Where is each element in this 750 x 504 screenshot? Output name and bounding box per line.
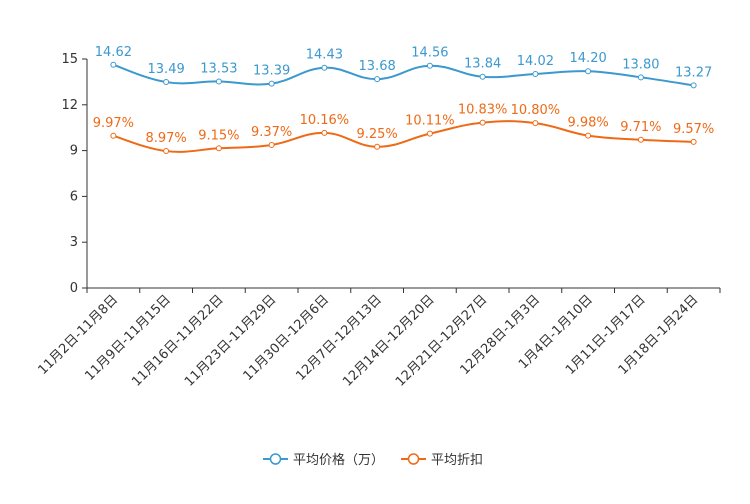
price-point bbox=[110, 61, 117, 68]
price-point bbox=[215, 78, 222, 85]
price-point bbox=[479, 73, 486, 80]
y-tick-label: 3 bbox=[70, 235, 78, 250]
x-tick-label: 11月23日-11月29日 bbox=[182, 292, 279, 389]
price-point bbox=[163, 79, 170, 86]
legend-marker-icon bbox=[269, 453, 282, 465]
discount-point bbox=[163, 148, 170, 155]
discount-data-label: 10.16% bbox=[300, 113, 350, 128]
price-data-label: 14.62 bbox=[95, 45, 132, 60]
y-tick-label: 15 bbox=[61, 52, 78, 67]
price-legend-item: 平均价格（万） bbox=[263, 452, 384, 468]
discount-point bbox=[532, 120, 539, 127]
discount-point bbox=[374, 143, 381, 150]
price-series-line bbox=[113, 63, 694, 87]
price-data-label: 13.84 bbox=[464, 57, 501, 72]
discount-data-label: 9.71% bbox=[620, 120, 661, 135]
discount-point bbox=[479, 119, 486, 126]
discount-point bbox=[637, 136, 644, 143]
y-tick-label: 0 bbox=[70, 281, 78, 296]
discount-point bbox=[215, 145, 222, 152]
y-tick-label: 6 bbox=[70, 189, 78, 204]
discount-point bbox=[268, 141, 275, 148]
price-data-label: 13.53 bbox=[200, 61, 237, 76]
discount-point bbox=[321, 129, 328, 136]
discount-series-line bbox=[113, 120, 694, 153]
legend-label: 平均价格（万） bbox=[293, 452, 384, 468]
price-data-label: 14.20 bbox=[570, 51, 607, 66]
y-tick-label: 9 bbox=[70, 144, 78, 159]
price-point bbox=[268, 80, 275, 87]
discount-data-label: 9.25% bbox=[356, 127, 397, 142]
price-data-label: 13.39 bbox=[253, 64, 290, 79]
price-point bbox=[374, 76, 381, 83]
discount-point bbox=[110, 132, 117, 139]
price-data-label: 13.80 bbox=[622, 57, 659, 72]
discount-data-label: 9.57% bbox=[673, 122, 714, 137]
x-tick-label: 12月21日-12月27日 bbox=[393, 292, 490, 389]
discount-data-label: 9.98% bbox=[567, 116, 608, 131]
price-point bbox=[585, 68, 592, 75]
price-point bbox=[426, 62, 433, 69]
legend-marker-icon bbox=[407, 453, 420, 465]
discount-data-label: 9.15% bbox=[198, 128, 239, 143]
price-point bbox=[532, 70, 539, 77]
legend-label: 平均折扣 bbox=[431, 453, 483, 468]
discount-point bbox=[426, 130, 433, 137]
price-data-label: 14.02 bbox=[517, 54, 554, 69]
discount-legend-item: 平均折扣 bbox=[401, 453, 483, 468]
discount-data-label: 10.80% bbox=[511, 103, 561, 118]
price-data-label: 13.68 bbox=[359, 59, 396, 74]
y-tick-label: 12 bbox=[61, 98, 78, 113]
price-data-label: 14.56 bbox=[411, 46, 448, 61]
discount-data-label: 9.97% bbox=[93, 116, 134, 131]
price-data-label: 13.27 bbox=[675, 65, 712, 80]
price-point bbox=[637, 74, 644, 81]
discount-data-label: 10.83% bbox=[458, 103, 508, 118]
discount-data-label: 10.11% bbox=[405, 114, 455, 129]
discount-data-label: 9.37% bbox=[251, 125, 292, 140]
price-data-label: 14.43 bbox=[306, 48, 343, 63]
price-point bbox=[321, 64, 328, 71]
price-data-label: 13.49 bbox=[148, 62, 185, 77]
x-tick-label: 11月16日-11月22日 bbox=[129, 292, 226, 389]
discount-data-label: 8.97% bbox=[145, 131, 186, 146]
discount-point bbox=[585, 132, 592, 139]
x-tick-label: 12月14日-12月20日 bbox=[340, 292, 437, 389]
discount-point bbox=[690, 138, 697, 145]
price-point bbox=[690, 82, 697, 89]
